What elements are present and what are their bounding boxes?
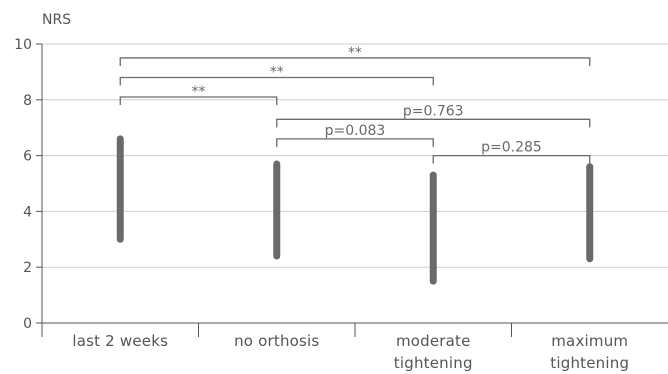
comparison-bracket <box>119 57 591 66</box>
x-tick-label: moderate <box>396 332 471 350</box>
y-tick-label: 6 <box>23 149 32 165</box>
y-tick-label: 0 <box>23 316 32 332</box>
comparison-label: p=0.763 <box>403 103 464 119</box>
y-tick-label: 10 <box>14 37 32 53</box>
y-tick-label: 8 <box>23 93 32 109</box>
gridlines <box>42 43 668 268</box>
x-tick-label: tightening <box>394 354 473 372</box>
comparison-bracket <box>276 138 434 147</box>
comparison-label: ** <box>192 84 206 100</box>
comparison-bracket <box>432 154 591 164</box>
y-tick-label: 4 <box>23 204 32 220</box>
comparison-label: p=0.083 <box>325 123 386 139</box>
x-tick-label: tightening <box>550 354 629 372</box>
x-tick-label: maximum <box>551 332 628 350</box>
axes <box>41 44 668 324</box>
y-tick-label: 2 <box>23 260 32 276</box>
comparison-label: ** <box>348 45 362 61</box>
y-ticks: 0 2 4 6 8 10 <box>14 37 42 332</box>
range-bars <box>116 135 594 285</box>
comparison-bracket <box>276 118 591 128</box>
comparison-bracket <box>119 96 278 106</box>
x-tick-label: last 2 weeks <box>72 332 168 350</box>
x-tick-label: no orthosis <box>234 332 319 350</box>
comparison-label: p=0.285 <box>481 140 542 156</box>
comparison-label: ** <box>270 64 284 80</box>
x-ticks: last 2 weeks no orthosis moderate tightenin… <box>41 323 629 372</box>
comparison-bracket <box>119 76 434 86</box>
comparison-brackets: ** ** ** p=0.763 p=0.083 p=0.285 <box>119 45 591 164</box>
y-axis-label: NRS <box>42 12 71 28</box>
